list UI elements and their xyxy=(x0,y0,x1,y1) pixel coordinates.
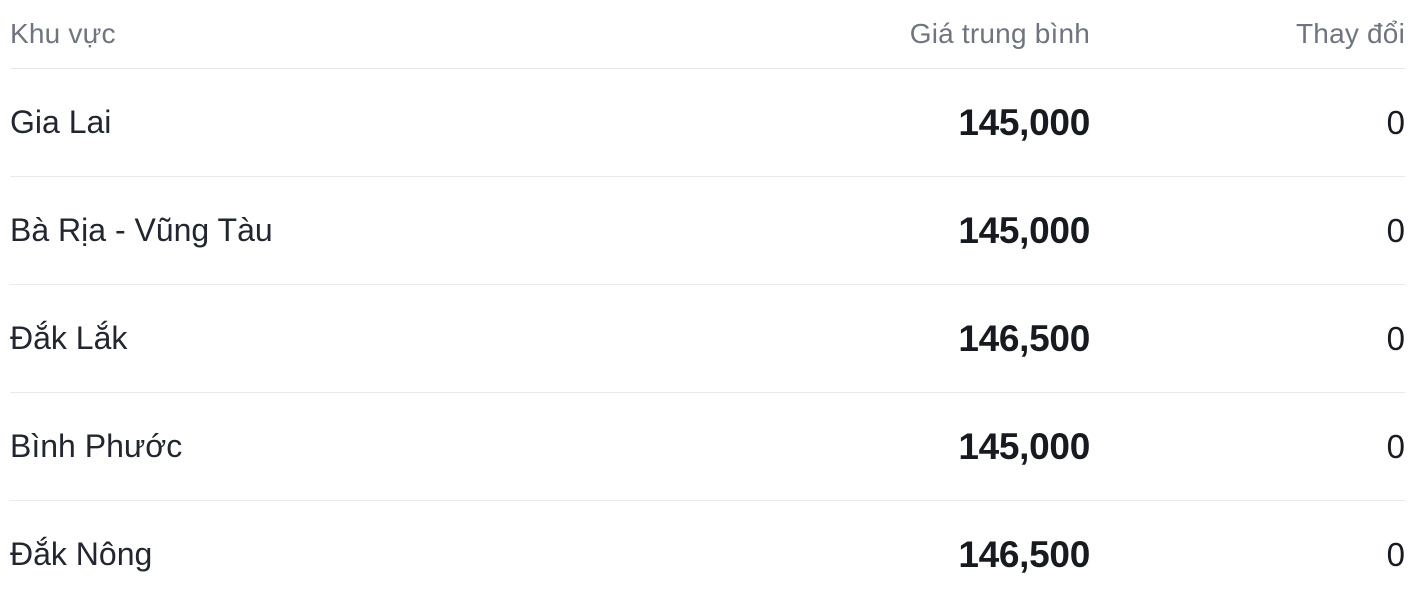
average-price-value: 145,000 xyxy=(958,425,1090,467)
change-value: 0 xyxy=(1386,319,1405,357)
table-row: Gia Lai 145,000 0 xyxy=(10,69,1405,177)
column-header-change: Thay đổi xyxy=(1296,18,1405,49)
region-name: Bình Phước xyxy=(10,428,183,464)
table-row: Đắk Nông 146,500 0 xyxy=(10,501,1405,608)
average-price-value: 146,500 xyxy=(958,317,1090,359)
region-name: Gia Lai xyxy=(10,104,112,140)
change-value: 0 xyxy=(1386,535,1405,573)
change-value: 0 xyxy=(1386,211,1405,249)
average-price-value: 145,000 xyxy=(958,209,1090,251)
change-value: 0 xyxy=(1386,103,1405,141)
table-row: Bà Rịa - Vũng Tàu 145,000 0 xyxy=(10,177,1405,285)
table-header-row: Khu vực Giá trung bình Thay đổi xyxy=(10,0,1405,69)
average-price-value: 145,000 xyxy=(958,101,1090,143)
column-header-average-price: Giá trung bình xyxy=(909,18,1090,49)
region-name: Bà Rịa - Vũng Tàu xyxy=(10,212,273,248)
table-row: Đắk Lắk 146,500 0 xyxy=(10,285,1405,393)
change-value: 0 xyxy=(1386,427,1405,465)
region-name: Đắk Nông xyxy=(10,536,153,572)
table-row: Bình Phước 145,000 0 xyxy=(10,393,1405,501)
column-header-region: Khu vực xyxy=(10,18,116,49)
average-price-value: 146,500 xyxy=(958,533,1090,575)
region-name: Đắk Lắk xyxy=(10,320,128,356)
